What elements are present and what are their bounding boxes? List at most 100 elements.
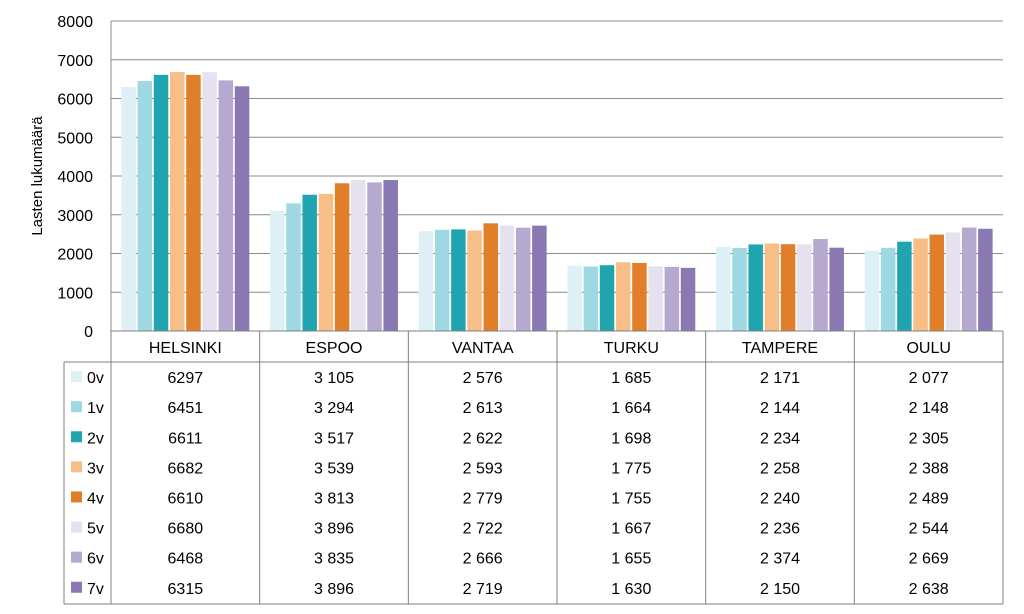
legend-label: 0v bbox=[87, 370, 104, 387]
bar-vantaa-2v bbox=[451, 229, 466, 331]
data-label: 1 630 bbox=[611, 581, 651, 598]
bar-vantaa-3v bbox=[467, 230, 482, 331]
legend-key-0v bbox=[71, 371, 82, 383]
data-label: 2 240 bbox=[760, 490, 800, 507]
data-label: 6297 bbox=[168, 370, 204, 387]
data-label: 6315 bbox=[168, 581, 204, 598]
bar-turku-1v bbox=[583, 266, 599, 331]
data-label: 6680 bbox=[168, 521, 204, 538]
y-tick-label: 5000 bbox=[57, 130, 93, 147]
data-label: 2 144 bbox=[760, 400, 800, 417]
y-tick-label: 7000 bbox=[57, 53, 93, 70]
legend-label: 6v bbox=[87, 551, 104, 568]
data-label: 2 544 bbox=[909, 521, 949, 538]
bar-espoo-0v bbox=[270, 210, 285, 331]
bar-turku-7v bbox=[680, 267, 696, 331]
legend-key-2v bbox=[71, 431, 82, 443]
data-label: 6610 bbox=[168, 490, 204, 507]
bar-vantaa-1v bbox=[434, 229, 450, 331]
legend-key-6v bbox=[71, 551, 82, 563]
data-label: 6611 bbox=[168, 430, 203, 447]
bar-oulu-6v bbox=[961, 227, 977, 331]
data-label: 2 622 bbox=[463, 430, 503, 447]
data-label: 6468 bbox=[168, 551, 204, 568]
data-label: 3 539 bbox=[314, 460, 354, 477]
legend-key-4v bbox=[71, 491, 82, 503]
data-label: 3 835 bbox=[314, 551, 354, 568]
bar-tampere-5v bbox=[797, 244, 812, 331]
legend-label: 5v bbox=[87, 521, 104, 538]
category-label: TURKU bbox=[604, 340, 659, 357]
data-label: 2 722 bbox=[463, 521, 503, 538]
data-label: 6682 bbox=[168, 460, 204, 477]
y-axis-label: Lasten lukumäärä bbox=[29, 116, 46, 236]
bar-turku-2v bbox=[599, 265, 615, 331]
bar-espoo-3v bbox=[318, 193, 334, 331]
bar-tampere-4v bbox=[780, 244, 796, 331]
bar-tampere-7v bbox=[829, 247, 844, 331]
data-label: 2 489 bbox=[909, 490, 949, 507]
bar-espoo-4v bbox=[334, 183, 350, 331]
data-label: 2 258 bbox=[760, 460, 800, 477]
bar-tampere-2v bbox=[748, 244, 763, 331]
data-label: 2 148 bbox=[909, 400, 949, 417]
data-label: 3 294 bbox=[314, 400, 354, 417]
bar-oulu-1v bbox=[880, 247, 896, 331]
bar-helsinki-5v bbox=[202, 72, 217, 332]
data-label: 1 755 bbox=[611, 490, 651, 507]
bar-helsinki-0v bbox=[121, 86, 136, 332]
bar-vantaa-7v bbox=[532, 225, 547, 331]
legend-label: 4v bbox=[87, 490, 104, 507]
bar-vantaa-0v bbox=[418, 231, 434, 331]
bar-turku-6v bbox=[664, 266, 680, 331]
bar-helsinki-2v bbox=[153, 74, 169, 331]
bar-helsinki-3v bbox=[169, 72, 185, 331]
data-label: 3 896 bbox=[314, 581, 354, 598]
category-label: VANTAA bbox=[452, 340, 514, 357]
data-label: 2 077 bbox=[909, 370, 949, 387]
bar-oulu-7v bbox=[978, 228, 993, 331]
bar-vantaa-4v bbox=[483, 223, 499, 331]
category-label: OULU bbox=[906, 340, 950, 357]
bar-oulu-2v bbox=[897, 241, 912, 331]
legend-key-1v bbox=[71, 401, 82, 413]
data-label: 6451 bbox=[168, 400, 204, 417]
bar-tampere-3v bbox=[764, 243, 780, 331]
data-label: 2 638 bbox=[909, 581, 949, 598]
data-label: 2 669 bbox=[909, 551, 949, 568]
bar-oulu-5v bbox=[945, 232, 961, 331]
category-label: HELSINKI bbox=[149, 340, 222, 357]
data-label: 2 613 bbox=[463, 400, 503, 417]
bar-helsinki-1v bbox=[137, 81, 153, 332]
data-label: 3 105 bbox=[314, 370, 354, 387]
bar-helsinki-7v bbox=[234, 86, 250, 331]
bar-oulu-3v bbox=[913, 238, 928, 331]
y-tick-label: 0 bbox=[84, 324, 93, 341]
y-tick-label: 2000 bbox=[57, 247, 93, 264]
y-tick-label: 6000 bbox=[57, 92, 93, 109]
category-label: TAMPERE bbox=[742, 340, 818, 357]
data-label: 1 667 bbox=[611, 521, 651, 538]
data-label: 3 896 bbox=[314, 521, 354, 538]
bar-turku-4v bbox=[632, 262, 647, 331]
bar-oulu-4v bbox=[929, 234, 945, 331]
bar-espoo-1v bbox=[286, 203, 301, 331]
data-label: 2 719 bbox=[463, 581, 503, 598]
bar-turku-5v bbox=[648, 266, 663, 331]
legend-key-5v bbox=[71, 521, 82, 533]
data-label: 1 664 bbox=[611, 400, 651, 417]
data-label: 1 698 bbox=[611, 430, 651, 447]
legend-label: 2v bbox=[87, 430, 104, 447]
legend-label: 7v bbox=[87, 581, 104, 598]
legend-key-7v bbox=[71, 581, 82, 593]
data-label: 1 655 bbox=[611, 551, 651, 568]
data-label: 2 576 bbox=[463, 370, 503, 387]
data-label: 3 517 bbox=[314, 430, 354, 447]
bar-tampere-0v bbox=[716, 246, 731, 331]
bar-vantaa-6v bbox=[515, 227, 531, 331]
data-label: 2 305 bbox=[909, 430, 949, 447]
bar-tampere-1v bbox=[732, 247, 747, 331]
legend-label: 1v bbox=[87, 400, 104, 417]
bar-espoo-6v bbox=[367, 182, 382, 331]
